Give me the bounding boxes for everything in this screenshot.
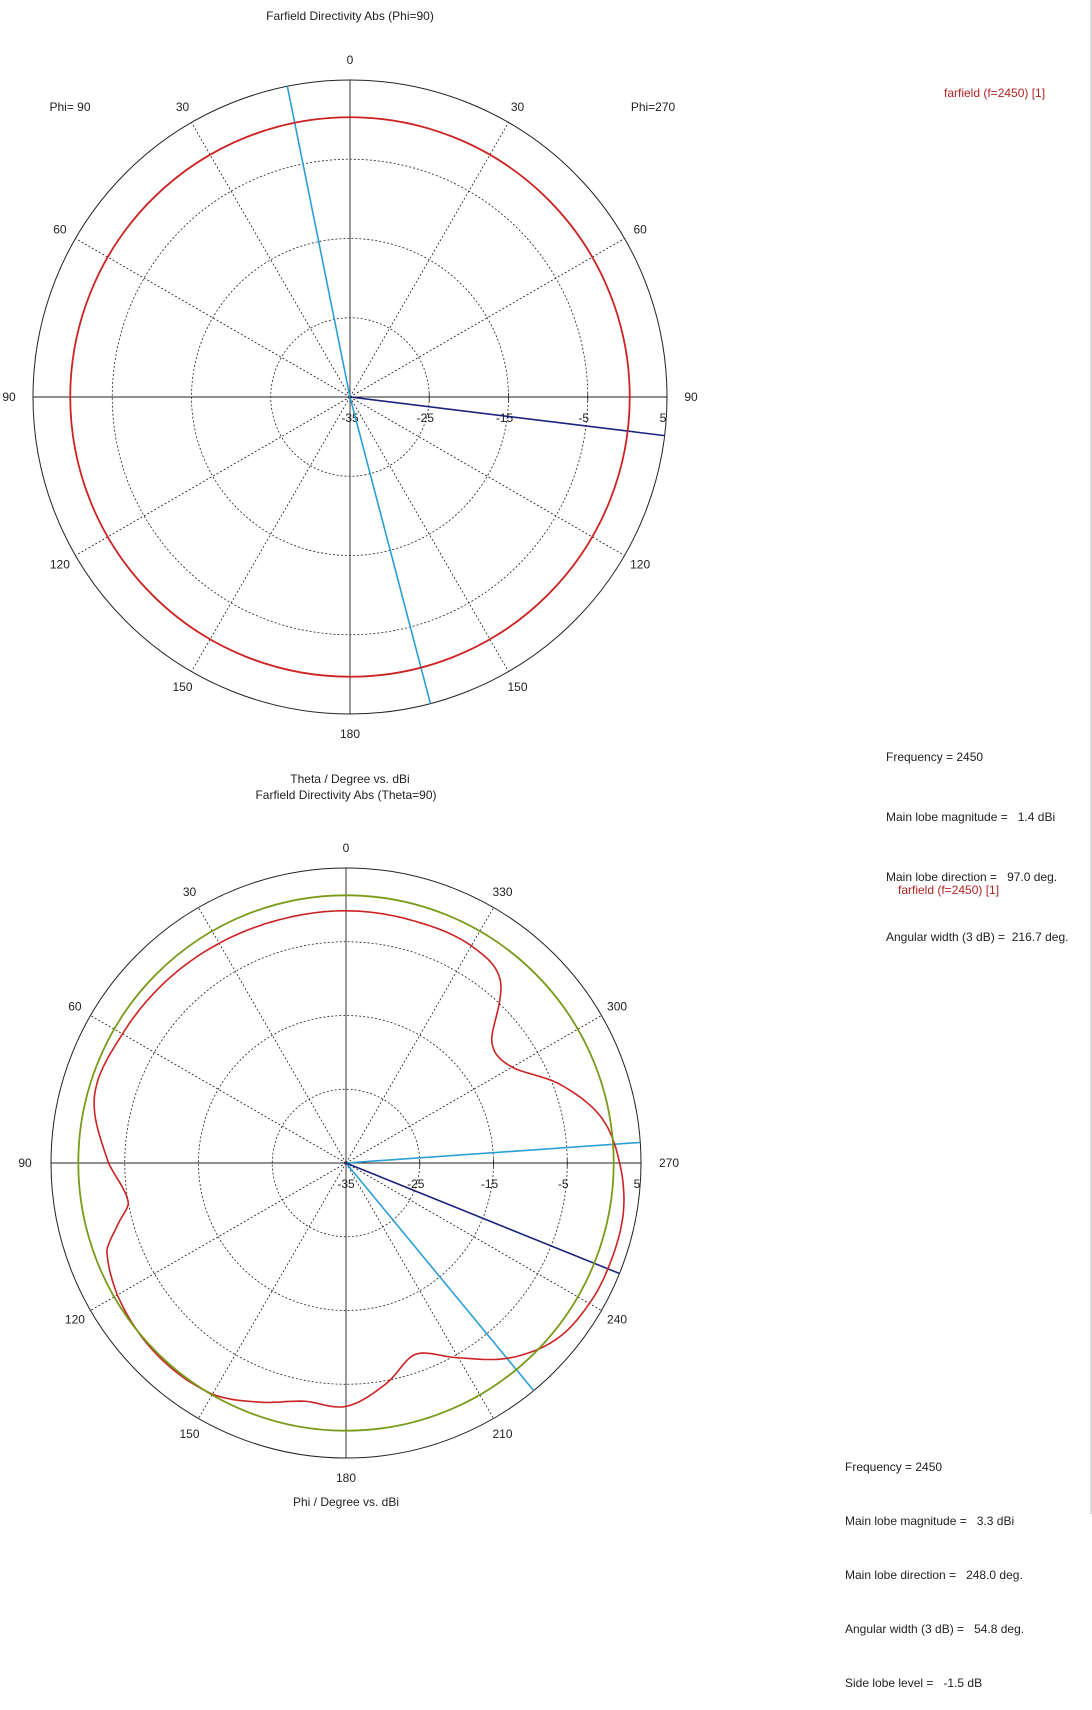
angle-label: 120 xyxy=(65,1313,85,1327)
side-label-left: Phi= 90 xyxy=(49,100,90,114)
info-main-lobe-direction: Main lobe direction = 248.0 deg. xyxy=(845,1568,1023,1582)
grid-spoke xyxy=(349,238,625,398)
angle-label: 60 xyxy=(68,1000,82,1014)
grid-spoke xyxy=(349,122,509,398)
pattern-line xyxy=(69,116,631,678)
angle-label: 180 xyxy=(336,1471,356,1485)
angle-label: 0 xyxy=(343,841,350,855)
angle-label: 60 xyxy=(633,223,647,237)
radial-tick-label: -5 xyxy=(558,1177,569,1191)
beam-edge-line xyxy=(286,86,351,398)
axis-label: Theta / Degree vs. dBi xyxy=(290,772,409,786)
window-edge xyxy=(1090,0,1092,1514)
grid-spoke xyxy=(75,238,351,398)
angle-label: 300 xyxy=(607,1000,627,1014)
grid-spoke xyxy=(345,1162,602,1311)
grid-spoke xyxy=(349,396,625,556)
radial-tick-label: -5 xyxy=(578,411,589,425)
info-side-lobe-level: Side lobe level = -1.5 dB xyxy=(845,1676,983,1690)
angle-label: 30 xyxy=(183,885,197,899)
info-main-lobe-direction: Main lobe direction = 97.0 deg. xyxy=(886,870,1058,884)
angle-label: 30 xyxy=(176,100,190,114)
beam-edge-line xyxy=(345,1141,641,1164)
angle-label: 60 xyxy=(53,223,67,237)
chart-title: Farfield Directivity Abs (Phi=90) xyxy=(266,9,434,23)
radial-tick-label: 5 xyxy=(660,411,667,425)
radial-tick-label: -15 xyxy=(481,1177,499,1191)
angle-label: 0 xyxy=(347,53,354,67)
info-panel-plot-2: Frequency = 2450 Main lobe magnitude = 3… xyxy=(845,1422,1024,1710)
angle-label: 150 xyxy=(172,680,192,694)
radial-tick-label: -25 xyxy=(407,1177,425,1191)
radial-tick-label: -35 xyxy=(337,1177,355,1191)
angle-label: 90 xyxy=(2,390,16,404)
grid-spoke xyxy=(345,907,494,1164)
angle-label: 270 xyxy=(659,1156,679,1170)
info-frequency: Frequency = 2450 xyxy=(886,750,984,764)
angle-label: 330 xyxy=(492,885,512,899)
legend-plot-1: farfield (f=2450) [1] xyxy=(944,86,1046,100)
radial-tick-label: 5 xyxy=(634,1177,641,1191)
main-lobe-line xyxy=(345,1162,620,1275)
grid-spoke xyxy=(345,1162,494,1419)
angle-label: 90 xyxy=(18,1156,32,1170)
angle-label: 150 xyxy=(179,1427,199,1441)
farfield-plots: Farfield Directivity Abs (Phi=90) Theta /… xyxy=(2,9,698,1509)
grid-spoke xyxy=(349,396,509,672)
angle-label: 90 xyxy=(684,390,698,404)
info-main-lobe-magnitude: Main lobe magnitude = 3.3 dBi xyxy=(845,1514,1015,1528)
grid-spoke xyxy=(198,907,347,1164)
angle-label: 120 xyxy=(50,558,70,572)
beam-edge-line xyxy=(345,1162,535,1392)
angle-label: 30 xyxy=(511,100,525,114)
radial-tick-label: -15 xyxy=(496,411,514,425)
radial-tick-label: -25 xyxy=(417,411,435,425)
info-angular-width: Angular width (3 dB) = 216.7 deg. xyxy=(886,930,1069,944)
info-main-lobe-magnitude: Main lobe magnitude = 1.4 dBi xyxy=(886,810,1056,824)
pattern-line xyxy=(93,910,625,1408)
info-frequency: Frequency = 2450 xyxy=(845,1460,943,1474)
angle-label: 120 xyxy=(630,558,650,572)
polar-chart: Farfield Directivity Abs (Phi=90) Theta /… xyxy=(2,9,698,786)
info-panel-plot-1: Frequency = 2450 Main lobe magnitude = 1… xyxy=(886,707,1068,967)
angle-label: 180 xyxy=(340,727,360,741)
angle-label: 240 xyxy=(607,1313,627,1327)
grid-spoke xyxy=(198,1162,347,1419)
info-angular-width: Angular width (3 dB) = 54.8 deg. xyxy=(845,1622,1025,1636)
grid-spoke xyxy=(191,396,351,672)
grid-spoke xyxy=(90,1162,347,1311)
grid-spoke xyxy=(75,396,351,556)
legend-plot-2: farfield (f=2450) [1] xyxy=(898,883,1000,897)
grid-spoke xyxy=(90,1015,347,1164)
grid-spoke xyxy=(345,1015,602,1164)
grid-spoke xyxy=(191,122,351,398)
angle-label: 210 xyxy=(492,1427,512,1441)
reference-circle xyxy=(77,894,615,1432)
polar-chart: Farfield Directivity Abs (Theta=90) Phi /… xyxy=(18,788,679,1509)
side-label-right: Phi=270 xyxy=(631,100,676,114)
main-lobe-line xyxy=(349,396,665,437)
angle-label: 150 xyxy=(507,680,527,694)
axis-label: Phi / Degree vs. dBi xyxy=(293,1495,399,1509)
beam-edge-line xyxy=(349,396,432,704)
chart-title: Farfield Directivity Abs (Theta=90) xyxy=(255,788,436,802)
